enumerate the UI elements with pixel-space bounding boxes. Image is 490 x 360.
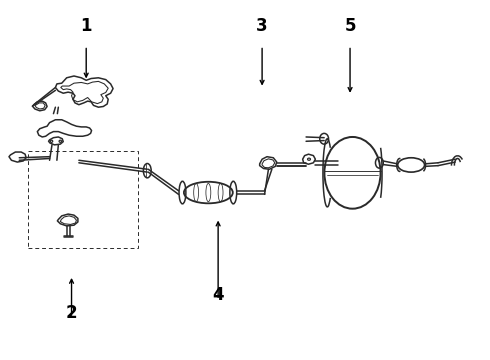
Text: 1: 1 [80,17,92,35]
Text: 5: 5 [344,17,356,35]
Text: 2: 2 [66,303,77,321]
Bar [27,151,138,248]
Text: 4: 4 [212,286,224,304]
Text: 3: 3 [256,17,268,35]
